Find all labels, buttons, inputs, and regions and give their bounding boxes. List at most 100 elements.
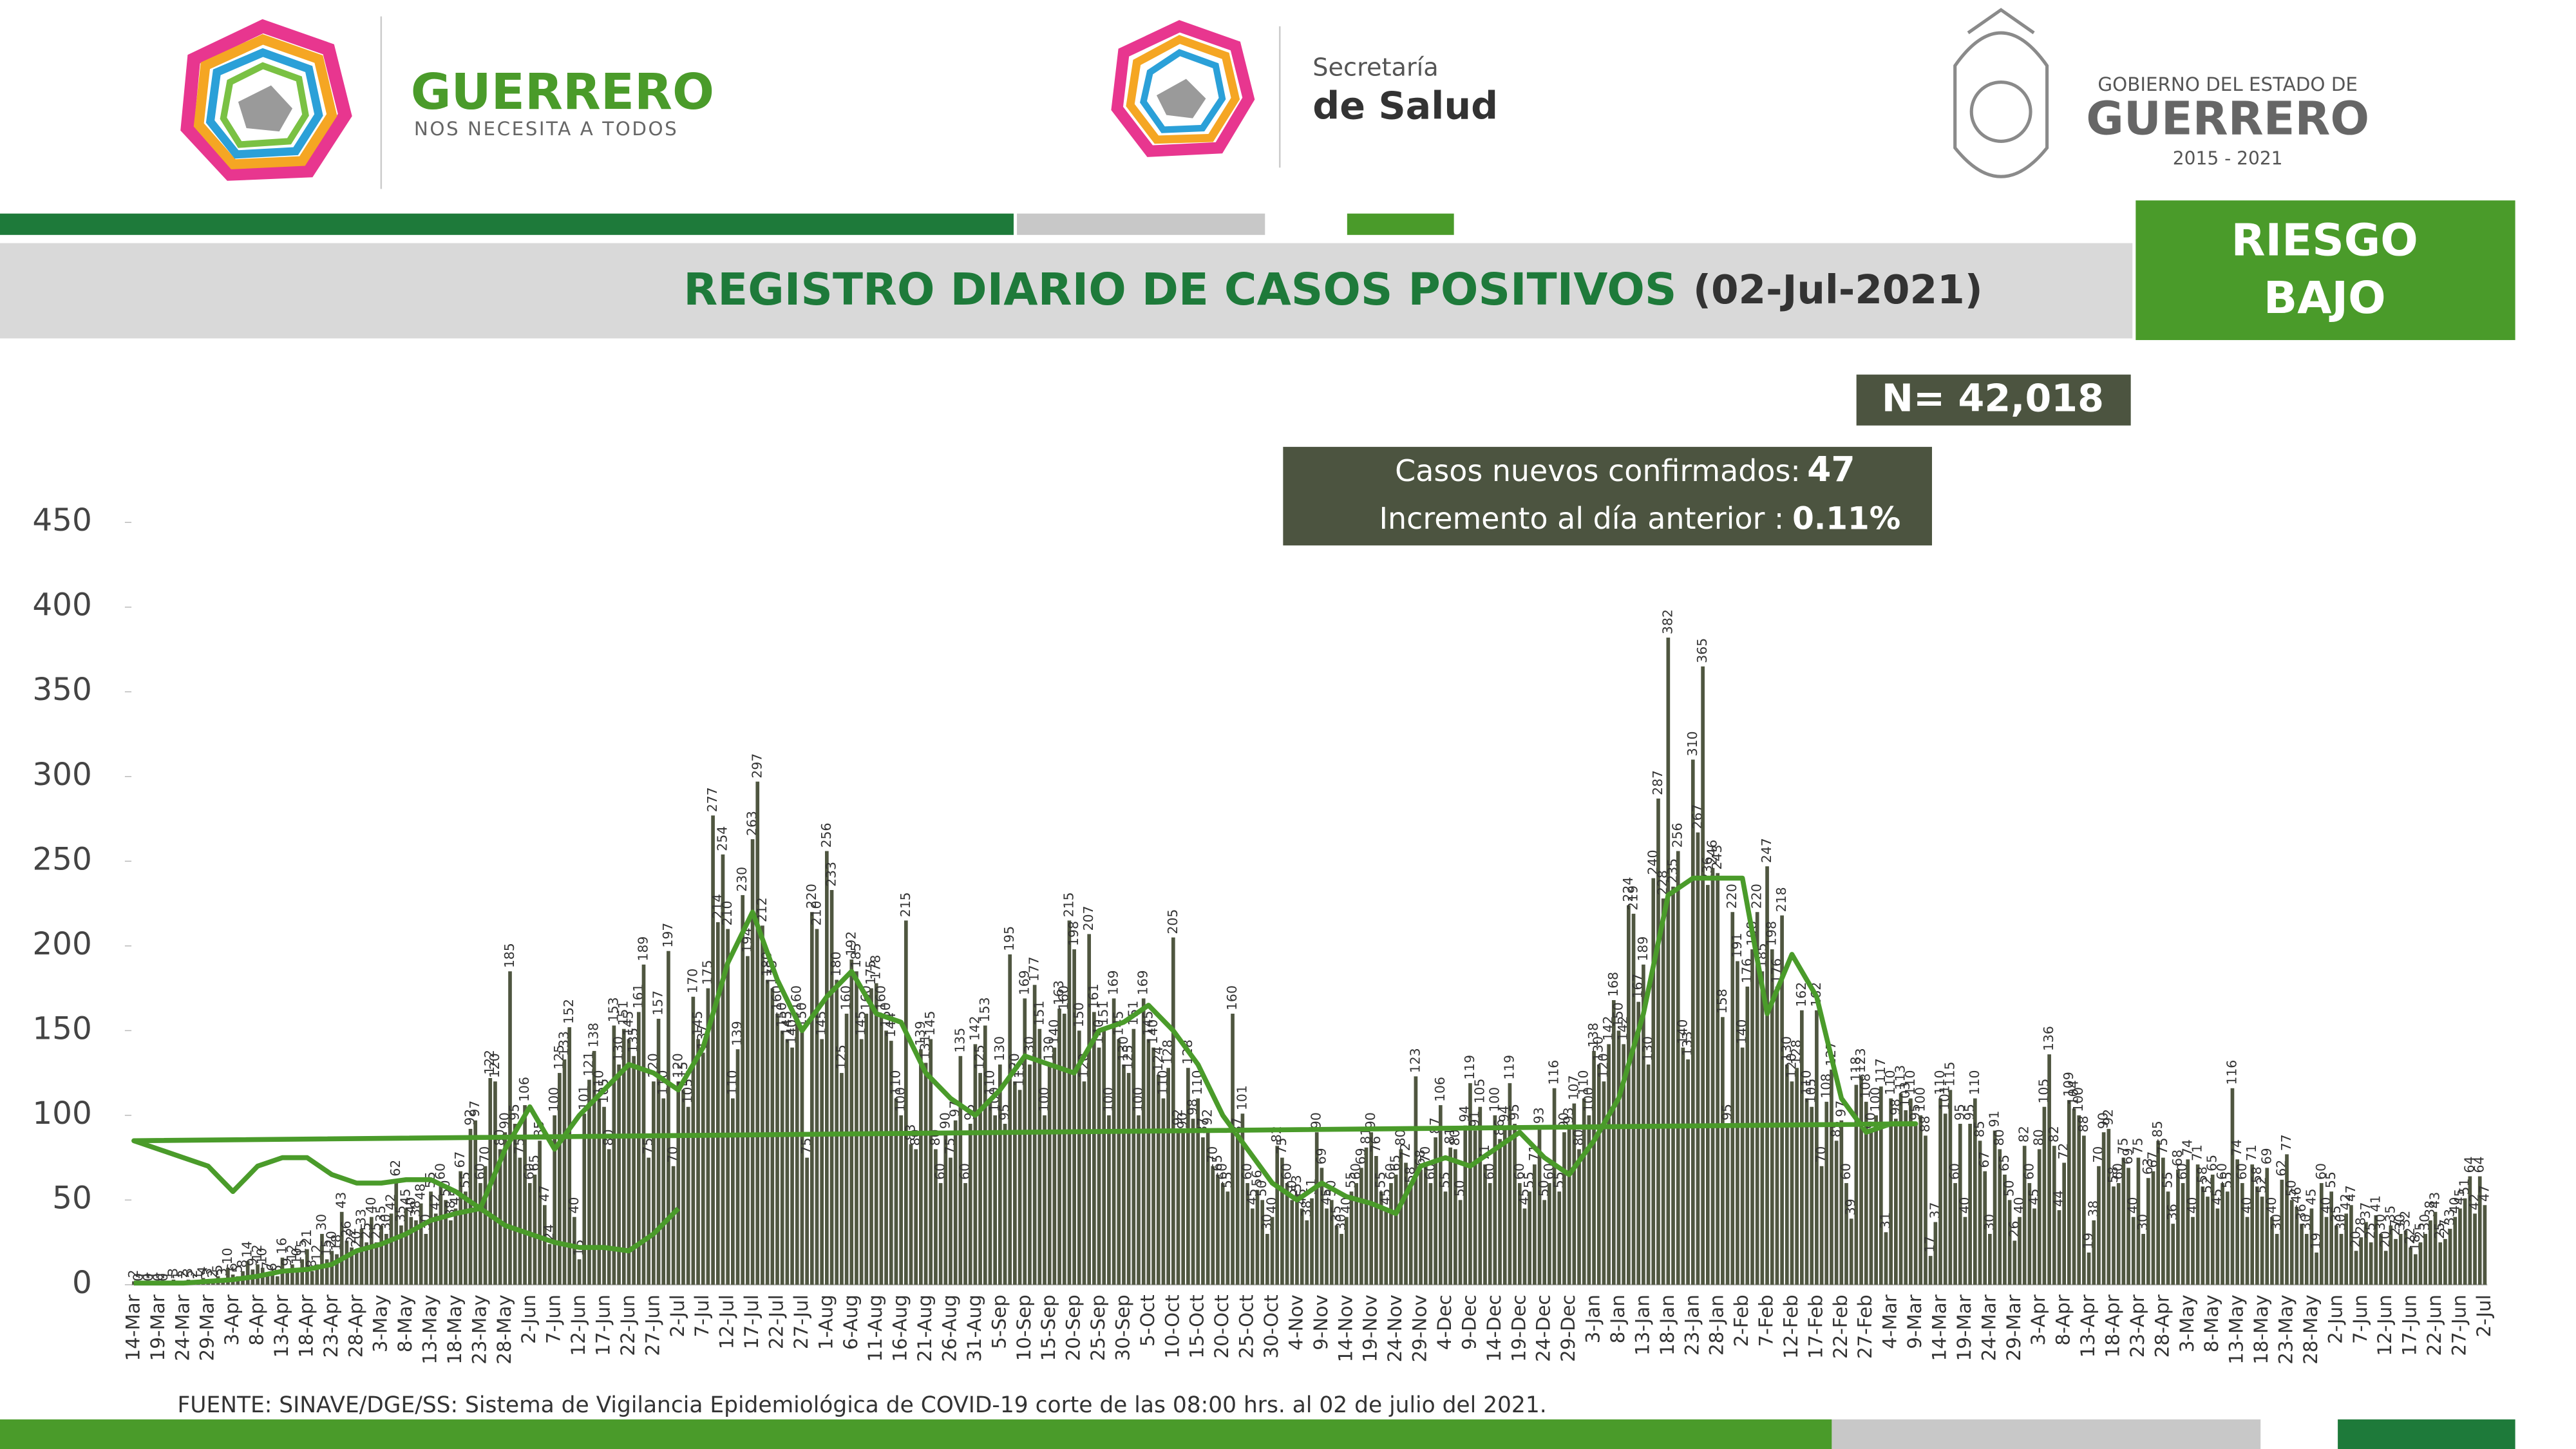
bar bbox=[365, 1242, 368, 1285]
brand-subtitle: NOS NECESITA A TODOS bbox=[414, 118, 678, 140]
bar bbox=[1725, 1124, 1730, 1285]
value-label: 140 bbox=[1674, 1019, 1690, 1045]
value-label: 382 bbox=[1660, 609, 1675, 634]
bar bbox=[993, 1115, 997, 1285]
bar bbox=[919, 1049, 923, 1285]
value-label: 69 bbox=[1313, 1148, 1329, 1164]
value-label: 195 bbox=[1001, 926, 1017, 951]
bar bbox=[339, 1211, 344, 1285]
value-label: 142 bbox=[967, 1016, 982, 1041]
bar bbox=[869, 988, 873, 1285]
value-label: 45 bbox=[2303, 1188, 2318, 1205]
bar bbox=[1340, 1233, 1343, 1285]
bar bbox=[2230, 1088, 2235, 1285]
x-tick-label: 6-Aug bbox=[840, 1294, 862, 1350]
bar bbox=[2477, 1176, 2482, 1285]
value-label: 90 bbox=[2096, 1112, 2111, 1129]
bar bbox=[1250, 1208, 1255, 1285]
bar bbox=[374, 1242, 379, 1285]
value-label: 277 bbox=[705, 787, 720, 812]
bar bbox=[270, 1274, 274, 1285]
bar bbox=[1562, 1132, 1566, 1285]
value-label: 3 bbox=[165, 1268, 180, 1276]
x-tick-label: 4-Nov bbox=[1285, 1294, 1307, 1350]
bar bbox=[1696, 832, 1700, 1285]
bar bbox=[1013, 1081, 1017, 1285]
value-label: 151 bbox=[1031, 1001, 1046, 1026]
bar bbox=[617, 1064, 621, 1285]
bar bbox=[558, 1073, 562, 1285]
bar bbox=[1181, 1132, 1186, 1285]
x-tick-label: 13-Jan bbox=[1631, 1294, 1653, 1356]
bar bbox=[652, 1081, 656, 1285]
bar bbox=[1488, 1183, 1492, 1285]
value-label: 93 bbox=[1531, 1107, 1547, 1124]
bar bbox=[1419, 1170, 1423, 1285]
x-tick-label: 31-Aug bbox=[963, 1294, 985, 1362]
x-tick-label: 14-Mar bbox=[122, 1294, 144, 1361]
bar bbox=[1280, 1157, 1284, 1285]
bar bbox=[1889, 1098, 1893, 1285]
bar bbox=[1037, 1028, 1042, 1285]
bar bbox=[2131, 1217, 2136, 1285]
bar bbox=[2463, 1198, 2467, 1285]
bar bbox=[1290, 1200, 1294, 1285]
bar bbox=[2389, 1225, 2393, 1285]
value-label: 106 bbox=[516, 1077, 532, 1102]
value-label: 0 bbox=[140, 1273, 156, 1282]
bar bbox=[1785, 1064, 1789, 1285]
value-label: 119 bbox=[1462, 1055, 1477, 1080]
bar bbox=[2067, 1100, 2071, 1285]
bar bbox=[1651, 878, 1656, 1285]
x-tick-label: 16-Aug bbox=[889, 1294, 911, 1362]
bar bbox=[1320, 1168, 1324, 1285]
bar bbox=[2116, 1183, 2121, 1285]
x-tick-label: 12-Jun bbox=[567, 1294, 589, 1356]
bar bbox=[2329, 1191, 2334, 1285]
bar bbox=[1171, 937, 1175, 1285]
bar bbox=[2052, 1146, 2056, 1285]
value-label: 47 bbox=[536, 1185, 552, 1202]
value-label: 20 bbox=[323, 1231, 339, 1247]
bar bbox=[399, 1225, 403, 1285]
increase-label: Incremento al día anterior : bbox=[1379, 501, 1784, 536]
footer-bar bbox=[1832, 1419, 2261, 1449]
bar bbox=[1775, 986, 1779, 1285]
new-cases: 47 bbox=[1807, 449, 1855, 489]
bar bbox=[2181, 1183, 2185, 1285]
x-tick-label: 10-Oct bbox=[1161, 1294, 1183, 1358]
value-label: 43 bbox=[2427, 1192, 2443, 1209]
bar bbox=[1607, 1044, 1611, 1285]
bar bbox=[1552, 1088, 1557, 1285]
value-label: 189 bbox=[1635, 936, 1651, 961]
x-tick-label: 1-Aug bbox=[815, 1294, 837, 1350]
value-label: 10 bbox=[220, 1248, 235, 1265]
x-tick-label: 7-Jun bbox=[543, 1294, 565, 1344]
x-tick-label: 8-Apr bbox=[2052, 1294, 2074, 1345]
bar bbox=[1082, 1081, 1086, 1285]
bar bbox=[2413, 1254, 2418, 1285]
bar bbox=[1572, 1103, 1577, 1285]
bar bbox=[2176, 1170, 2180, 1285]
bar bbox=[829, 890, 834, 1285]
value-label: 37 bbox=[2358, 1202, 2373, 1219]
value-label: 254 bbox=[714, 826, 730, 851]
bar bbox=[2166, 1191, 2170, 1285]
bar bbox=[2473, 1213, 2477, 1285]
value-label: 169 bbox=[1135, 970, 1151, 995]
x-tick-label: 18-Apr bbox=[2102, 1294, 2124, 1358]
bar bbox=[627, 1039, 631, 1285]
bar bbox=[1176, 1128, 1180, 1285]
value-label: 110 bbox=[887, 1070, 903, 1095]
bar bbox=[963, 1183, 967, 1285]
bar bbox=[587, 1079, 591, 1285]
value-label: 60 bbox=[2214, 1163, 2230, 1180]
bar bbox=[1631, 913, 1636, 1285]
value-label: 100 bbox=[2070, 1087, 2086, 1112]
value-label: 1 bbox=[170, 1271, 185, 1280]
x-tick-label: 18-Apr bbox=[295, 1294, 317, 1358]
bar bbox=[2007, 1200, 2012, 1285]
bar bbox=[453, 1208, 458, 1285]
value-label: 60 bbox=[1215, 1163, 1230, 1180]
bar bbox=[1587, 1115, 1591, 1285]
